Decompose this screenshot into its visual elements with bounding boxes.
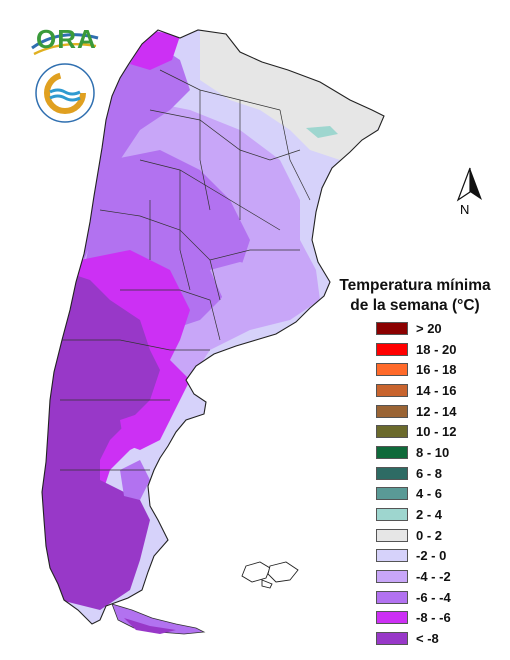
legend-label: 18 - 20: [416, 341, 457, 357]
legend-swatch: [376, 487, 408, 501]
legend-item: -8 - -6: [376, 608, 456, 629]
legend-swatch: [376, 342, 408, 356]
legend-item: 6 - 8: [376, 463, 456, 484]
legend-swatch: [376, 508, 408, 522]
zone-0-2: [200, 30, 384, 160]
legend-label: 12 - 14: [416, 403, 457, 419]
north-arrow-icon: [456, 167, 482, 202]
legend-item: -4 - -2: [376, 566, 456, 587]
legend-swatch: [376, 528, 408, 542]
province-borders: [60, 69, 311, 471]
legend-swatch: [376, 383, 408, 397]
legend-item: > 20: [376, 318, 456, 339]
legend-item: 2 - 4: [376, 504, 456, 525]
legend-label: -4 - -2: [416, 569, 451, 585]
legend-swatch: [376, 466, 408, 480]
legend-swatch: [376, 363, 408, 377]
legend: > 20 18 - 20 16 - 18 14 - 16 12 - 14 10 - 12 8…: [376, 318, 456, 649]
legend-label: 8 - 10: [416, 444, 450, 460]
legend-item: 4 - 6: [376, 484, 456, 505]
legend-item: 18 - 20: [376, 339, 456, 360]
legend-swatch: [376, 445, 408, 459]
legend-label: < -8: [416, 631, 439, 647]
ora-logo-icon: [31, 33, 99, 56]
legend-label: 14 - 16: [416, 382, 457, 398]
legend-label: 6 - 8: [416, 465, 443, 481]
legend-swatch: [376, 632, 408, 646]
malvinas-islands: [241, 561, 299, 589]
legend-item: 10 - 12: [376, 421, 456, 442]
legend-title-line1: Temperatura mínima: [339, 277, 491, 294]
legend-label: > 20: [416, 320, 442, 336]
legend-item: < -8: [376, 628, 456, 649]
legend-swatch: [376, 404, 408, 418]
legend-label: -2 - 0: [416, 548, 447, 564]
legend-label: 4 - 6: [416, 486, 443, 502]
argentina-outline: [41, 29, 385, 625]
zone-minus6-minus4-pampa: [210, 262, 300, 320]
legend-title: Temperatura mínima de la semana (°C): [324, 276, 506, 316]
legend-item: -6 - -4: [376, 587, 456, 608]
tierra-del-fuego-south: [124, 618, 176, 634]
legend-swatch: [376, 611, 408, 625]
legend-label: 16 - 18: [416, 362, 457, 378]
zone-less-than-minus8: [42, 270, 160, 610]
smn-logo-icon: [35, 63, 95, 123]
legend-item: 12 - 14: [376, 401, 456, 422]
zone-minus8-minus6: [130, 30, 180, 70]
legend-swatch: [376, 549, 408, 563]
legend-item: 0 - 2: [376, 525, 456, 546]
legend-item: 16 - 18: [376, 359, 456, 380]
legend-label: -6 - -4: [416, 589, 451, 605]
legend-item: -2 - 0: [376, 546, 456, 567]
legend-label: -8 - -6: [416, 610, 451, 626]
legend-label: 2 - 4: [416, 507, 443, 523]
legend-swatch: [376, 590, 408, 604]
legend-label: 0 - 2: [416, 527, 443, 543]
legend-title-line2: de la semana (°C): [350, 297, 480, 314]
legend-item: 8 - 10: [376, 442, 456, 463]
legend-swatch: [376, 570, 408, 584]
ora-logo-text: ORA: [36, 24, 97, 54]
legend-item: 14 - 16: [376, 380, 456, 401]
legend-swatch: [376, 425, 408, 439]
legend-swatch: [376, 321, 408, 335]
north-arrow-label: N: [460, 202, 470, 217]
legend-label: 10 - 12: [416, 424, 457, 440]
